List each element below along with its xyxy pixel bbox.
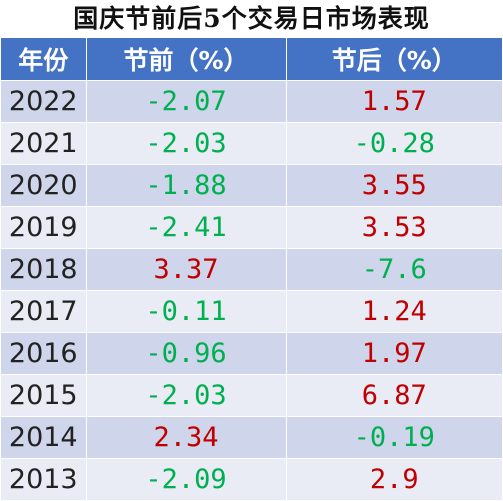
post-cell: 1.24 (286, 290, 502, 333)
table-row: 2016 -0.96 1.97 (1, 332, 502, 375)
year-cell: 2014 (1, 416, 87, 459)
table-row: 2021 -2.03 -0.28 (1, 122, 502, 165)
header-row: 年份 节前（%） 节后（%） (1, 38, 502, 81)
pre-cell: -0.11 (86, 290, 287, 333)
table-row: 2020 -1.88 3.55 (1, 164, 502, 207)
post-cell: 3.53 (286, 206, 502, 249)
performance-table: 年份 节前（%） 节后（%） 2022 -2.07 1.57 2021 -2.0… (1, 38, 502, 501)
header-post: 节后（%） (286, 38, 502, 81)
post-cell: 1.97 (286, 332, 502, 375)
year-cell: 2022 (1, 80, 87, 123)
post-cell: 6.87 (286, 374, 502, 417)
pre-cell: -0.96 (86, 332, 287, 375)
year-cell: 2015 (1, 374, 87, 417)
table-row: 2019 -2.41 3.53 (1, 206, 502, 249)
year-cell: 2020 (1, 164, 87, 207)
table-row: 2014 2.34 -0.19 (1, 416, 502, 459)
table-row: 2018 3.37 -7.6 (1, 248, 502, 291)
pre-cell: -2.41 (86, 206, 287, 249)
year-cell: 2016 (1, 332, 87, 375)
table-row: 2013 -2.09 2.9 (1, 458, 502, 501)
post-cell: 1.57 (286, 80, 502, 123)
pre-cell: 3.37 (86, 248, 287, 291)
header-pre: 节前（%） (86, 38, 287, 81)
pre-cell: -2.07 (86, 80, 287, 123)
table-row: 2017 -0.11 1.24 (1, 290, 502, 333)
post-cell: -7.6 (286, 248, 502, 291)
pre-cell: -1.88 (86, 164, 287, 207)
pre-cell: -2.09 (86, 458, 287, 501)
table-row: 2015 -2.03 6.87 (1, 374, 502, 417)
post-cell: 3.55 (286, 164, 502, 207)
pre-cell: 2.34 (86, 416, 287, 459)
year-cell: 2021 (1, 122, 87, 165)
post-cell: 2.9 (286, 458, 502, 501)
header-year: 年份 (1, 38, 87, 81)
year-cell: 2019 (1, 206, 87, 249)
pre-cell: -2.03 (86, 374, 287, 417)
post-cell: -0.28 (286, 122, 502, 165)
table-title: 国庆节前后5个交易日市场表现 (73, 4, 430, 33)
table-row: 2022 -2.07 1.57 (1, 80, 502, 123)
post-cell: -0.19 (286, 416, 502, 459)
pre-cell: -2.03 (86, 122, 287, 165)
year-cell: 2013 (1, 458, 87, 501)
year-cell: 2018 (1, 248, 87, 291)
year-cell: 2017 (1, 290, 87, 333)
